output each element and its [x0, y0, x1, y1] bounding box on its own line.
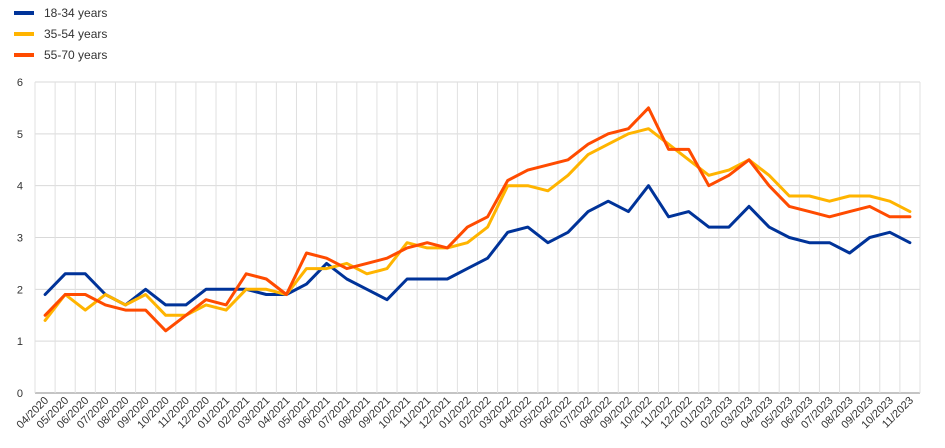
chart-legend: 18-34 years 35-54 years 55-70 years — [14, 2, 107, 65]
legend-item-55-70: 55-70 years — [14, 44, 107, 65]
legend-item-35-54: 35-54 years — [14, 23, 107, 44]
y-tick-label: 6 — [17, 77, 23, 89]
legend-label-18-34: 18-34 years — [44, 5, 108, 20]
y-tick-label: 5 — [17, 129, 23, 141]
legend-swatch-35-54 — [14, 31, 34, 36]
y-tick-label: 3 — [17, 233, 23, 245]
series-line-1 — [43, 184, 912, 307]
legend-swatch-18-34 — [14, 10, 34, 15]
series-line-3 — [43, 106, 912, 333]
y-tick-label: 1 — [17, 336, 23, 348]
legend-swatch-55-70 — [14, 52, 34, 57]
legend-label-55-70: 55-70 years — [44, 47, 108, 62]
y-tick-label: 4 — [17, 181, 23, 193]
y-tick-label: 0 — [17, 388, 23, 400]
y-tick-label: 2 — [17, 284, 23, 296]
legend-item-18-34: 18-34 years — [14, 2, 107, 23]
legend-label-35-54: 35-54 years — [44, 26, 108, 41]
